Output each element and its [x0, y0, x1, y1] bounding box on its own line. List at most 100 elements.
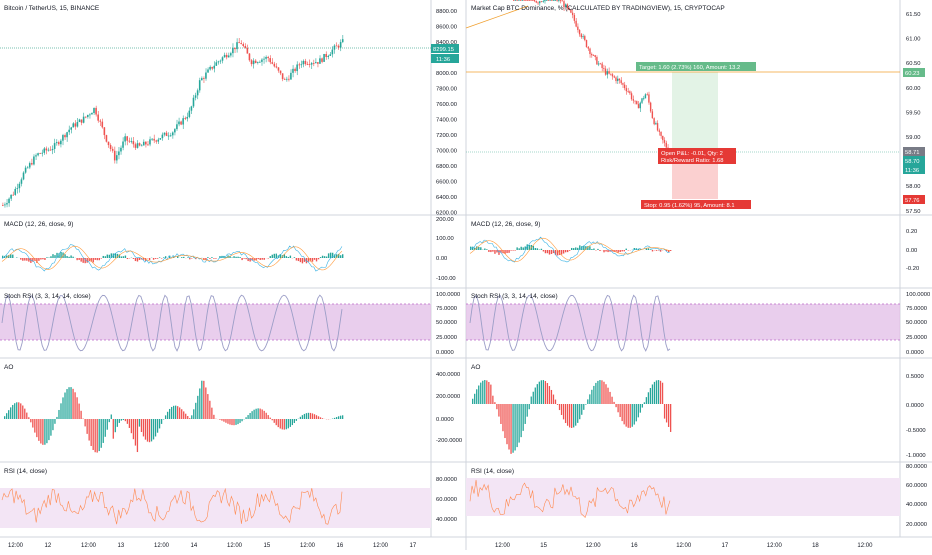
- dom-macd-hist-bar: [537, 248, 538, 250]
- btc-macd-hist-bar: [22, 258, 23, 261]
- btc-macd-hist-bar: [50, 256, 51, 258]
- btc-macd-hist-bar: [107, 255, 108, 258]
- dominance-candle: [643, 98, 644, 99]
- dom-ao-bar: [508, 404, 509, 450]
- btc-macd-hist-bar: [302, 258, 303, 263]
- btc-candle: [41, 153, 43, 154]
- btc-candle: [131, 141, 133, 142]
- dom-ao-bar: [617, 404, 618, 412]
- btc-candle: [145, 142, 147, 145]
- btc-candle: [222, 57, 224, 60]
- btc-ao-bar: [189, 418, 190, 419]
- dominance-candle: [655, 123, 656, 124]
- btc-candle: [54, 143, 56, 149]
- dom-ao-bar: [478, 386, 479, 404]
- dom-macd-hist-bar: [533, 246, 534, 250]
- price-axis-label: 7600.00: [436, 102, 457, 108]
- dom-ao-bar: [607, 388, 608, 404]
- btc-ao-bar: [4, 416, 5, 419]
- btc-ao-bar: [38, 419, 39, 441]
- target-price-label: 60.23: [905, 71, 920, 77]
- btc-ao-bar: [159, 419, 160, 428]
- dominance-candle: [584, 36, 585, 40]
- btc-ao-bar: [181, 409, 182, 419]
- btc-candle: [114, 151, 116, 161]
- btc-macd-hist-bar: [241, 258, 242, 260]
- btc-candle: [23, 173, 25, 180]
- btc-candle: [315, 62, 317, 63]
- dominance-candle: [555, 0, 556, 1]
- btc-candle: [305, 61, 307, 64]
- dom-ao-bar: [634, 404, 635, 425]
- btc-ao-bar: [105, 419, 106, 437]
- btc-ao-bar: [86, 419, 87, 434]
- dom-ao-bar: [502, 404, 503, 431]
- btc-ao-bar: [249, 413, 250, 419]
- btc-candle: [170, 135, 172, 136]
- btc-candle: [288, 79, 290, 80]
- btc-macd-hist-bar: [249, 258, 250, 262]
- indicator-axis-label: 40.0000: [906, 502, 927, 508]
- dom-ao-bar: [609, 392, 610, 404]
- btc-candle: [48, 150, 50, 151]
- dom-macd-hist-bar: [573, 248, 574, 250]
- btc-ao-bar: [80, 411, 81, 419]
- btc-macd-hist-bar: [139, 258, 140, 260]
- dom-ao-bar: [500, 404, 501, 424]
- btc-ao-bar: [62, 397, 63, 419]
- btc-macd-hist-bar: [330, 253, 331, 258]
- right-chart[interactable]: 0.200.00-0.20 100.000075.000050.000025.0…: [466, 0, 932, 549]
- dominance-candle: [582, 36, 583, 37]
- btc-candle: [6, 203, 8, 204]
- dominance-candle: [523, 0, 524, 1]
- target-zone[interactable]: [672, 72, 718, 152]
- btc-candle: [269, 58, 271, 62]
- btc-macd-hist-bar: [42, 258, 43, 259]
- dominance-candle: [562, 1, 563, 2]
- btc-ao-bar: [342, 415, 343, 419]
- btc-candle: [122, 142, 124, 148]
- dominance-candle: [598, 64, 599, 65]
- dom-ao-bar: [545, 381, 546, 404]
- btc-ao-bar: [288, 419, 289, 428]
- btc-candle: [276, 66, 278, 67]
- btc-macd-hist-bar: [125, 256, 126, 258]
- btc-macd-signal: [2, 246, 342, 270]
- btc-candle: [68, 130, 70, 132]
- btc-ao-bar: [276, 419, 277, 425]
- dom-macd-hist-bar: [670, 250, 671, 251]
- btc-macd-hist-bar: [66, 256, 67, 258]
- btc-macd-hist-bar: [322, 256, 323, 258]
- dom-macd-hist-bar: [563, 250, 564, 254]
- entry-price-label: 58.70: [905, 159, 920, 165]
- btc-candle: [56, 142, 58, 143]
- btc-macd-hist-bar: [38, 258, 39, 261]
- dominance-candle: [530, 0, 531, 1]
- indicator-axis-label: 100.00: [436, 236, 454, 242]
- btc-candle: [195, 95, 197, 97]
- btc-macd-hist-bar: [300, 258, 301, 262]
- dom-ao-bar: [531, 397, 532, 404]
- btc-macd-hist-bar: [270, 256, 271, 258]
- dom-ao-bar: [591, 390, 592, 404]
- btc-ao-bar: [282, 419, 283, 429]
- btc-ao-bar: [14, 403, 15, 419]
- btc-ao-bar: [262, 409, 263, 419]
- btc-candle: [166, 133, 168, 136]
- btc-macd-hist-bar: [288, 257, 289, 258]
- btc-ao-bar: [135, 419, 136, 446]
- dominance-candle: [627, 91, 628, 92]
- dominance-candle: [612, 74, 613, 76]
- dominance-candle: [603, 68, 604, 69]
- btc-macd-hist-bar: [257, 258, 258, 259]
- btc-macd-hist-bar: [183, 257, 184, 258]
- btc-ao-bar: [300, 417, 301, 419]
- btc-candle: [236, 42, 238, 49]
- btc-ao-bar: [294, 419, 295, 423]
- btc-ao-bar: [312, 413, 313, 419]
- btc-ao-bar: [16, 402, 17, 419]
